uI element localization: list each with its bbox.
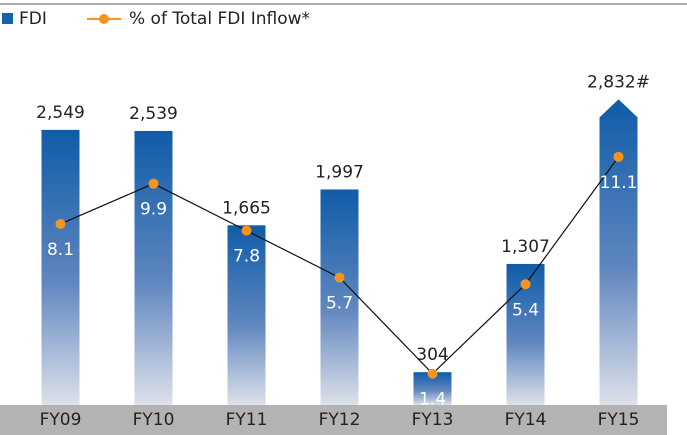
bar <box>599 99 638 406</box>
x-tick-label: FY15 <box>598 410 640 430</box>
line-value-label: 5.7 <box>326 294 353 314</box>
bar-value-label: 1,997 <box>315 162 364 182</box>
line-marker <box>241 225 252 236</box>
bar <box>320 189 359 405</box>
bar-value-label: 2,539 <box>129 104 178 124</box>
x-tick-label: FY09 <box>40 410 82 430</box>
legend-label: FDI <box>19 9 47 29</box>
line-marker <box>148 178 159 189</box>
x-tick-label: FY12 <box>319 410 361 430</box>
x-tick-label: FY13 <box>412 410 454 430</box>
category-band <box>0 405 667 435</box>
line-marker <box>520 279 531 290</box>
bar <box>41 129 80 405</box>
legend-label: % of Total FDI Inflow* <box>129 9 310 29</box>
bar-value-label: 1,307 <box>501 237 550 257</box>
line-value-label: 9.9 <box>140 200 167 220</box>
line-marker <box>613 151 624 162</box>
x-tick-label: FY10 <box>133 410 175 430</box>
line-value-label: 7.8 <box>233 247 260 267</box>
legend: FDI % of Total FDI Inflow* <box>2 9 310 29</box>
x-tick-label: FY11 <box>226 410 268 430</box>
bar-value-label: 2,832# <box>587 72 650 92</box>
legend-swatch <box>2 13 13 24</box>
bar-value-label: 1,665 <box>222 198 271 218</box>
line-value-label: 5.4 <box>512 300 539 320</box>
bar <box>134 130 173 405</box>
bar <box>227 225 266 405</box>
line-marker <box>334 272 345 283</box>
legend-marker <box>99 14 109 24</box>
line-value-label: 11.1 <box>600 173 638 193</box>
line-marker <box>427 368 438 379</box>
line-value-label: 8.1 <box>47 240 74 260</box>
line-value-label: 1.4 <box>419 390 446 410</box>
bar-value-label: 304 <box>416 345 448 365</box>
bar-value-label: 2,549 <box>36 103 85 123</box>
line-marker <box>55 218 66 229</box>
x-tick-label: FY14 <box>505 410 547 430</box>
